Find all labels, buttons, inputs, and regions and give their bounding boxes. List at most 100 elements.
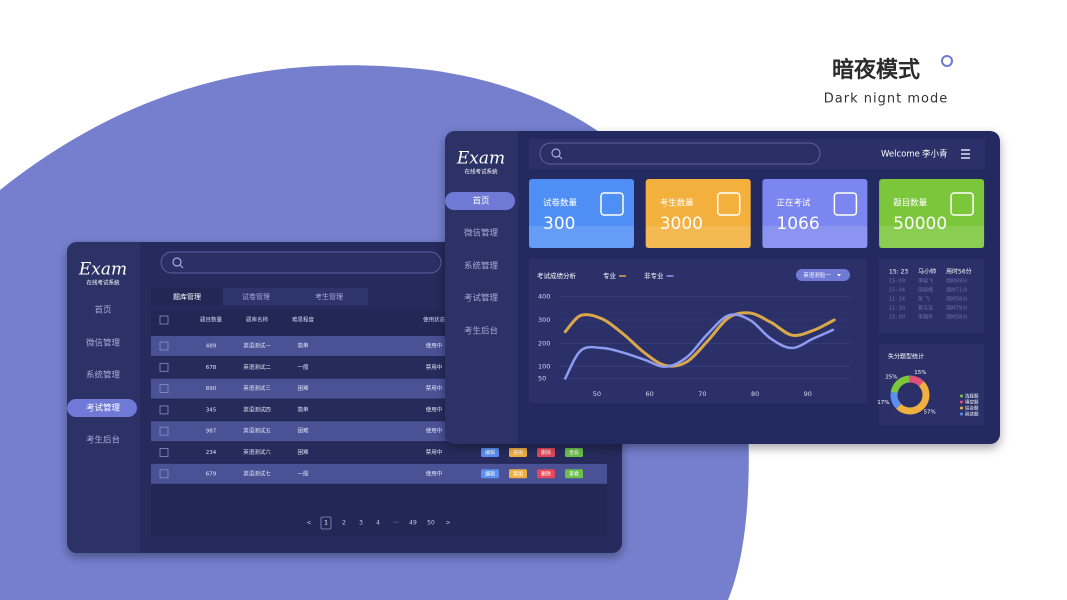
table-cell: 英语测试二: [243, 363, 271, 371]
action-button[interactable]: [509, 448, 527, 457]
nav-item[interactable]: 考试管理: [86, 403, 121, 414]
legend-swatch: [960, 406, 963, 410]
y-tick-label: 200: [538, 339, 550, 347]
action-label[interactable]: 禁用: [513, 471, 523, 477]
action-label[interactable]: 查看: [569, 470, 579, 477]
card-label: 题目数量: [893, 198, 928, 209]
donut-label: 15%: [914, 370, 926, 376]
card-shade: [529, 226, 634, 248]
card-label: 试卷数量: [543, 198, 578, 209]
page-link[interactable]: 4: [376, 520, 380, 527]
action-button[interactable]: [565, 448, 583, 457]
card-shade: [645, 226, 751, 248]
table-cell: 678: [206, 365, 217, 371]
table-cell: 英语测试七: [243, 469, 271, 477]
tab[interactable]: 试卷管理: [242, 292, 270, 301]
y-tick-label: 300: [538, 316, 550, 324]
nav-active: [67, 399, 137, 417]
search-box[interactable]: [539, 142, 821, 165]
card-shade: [762, 226, 868, 248]
card-value: 1066: [776, 214, 819, 234]
table-cell: 345: [206, 407, 217, 413]
stat-card: [529, 179, 634, 248]
nav-item[interactable]: 系统管理: [464, 261, 499, 272]
x-tick-label: 80: [751, 390, 759, 398]
nav-item[interactable]: 首页: [472, 196, 489, 207]
nav-item[interactable]: 考生后台: [464, 326, 498, 337]
action-button[interactable]: [481, 448, 499, 457]
action-button[interactable]: [537, 469, 555, 479]
tab[interactable]: 题库管理: [173, 292, 201, 301]
card-value: 3000: [660, 214, 703, 234]
action-label[interactable]: 编辑: [485, 470, 495, 477]
dropdown[interactable]: [796, 269, 850, 281]
schedule-cell: 李国华: [918, 314, 933, 321]
action-label[interactable]: 删除: [541, 470, 551, 477]
page-link[interactable]: 1: [324, 520, 328, 527]
schedule-cell: 用时71分: [946, 287, 967, 294]
tab[interactable]: 考生管理: [315, 292, 343, 301]
user-name: 李小青: [922, 149, 948, 160]
action-label[interactable]: 编辑: [485, 449, 495, 456]
action-label[interactable]: 删除: [541, 449, 551, 456]
checkbox[interactable]: [159, 426, 169, 436]
card-icon: [716, 192, 741, 216]
checkbox[interactable]: [159, 448, 169, 457]
search-icon: [179, 264, 184, 269]
page-link[interactable]: 3: [359, 520, 363, 527]
y-tick-label: 400: [538, 293, 550, 301]
search-icon: [558, 155, 563, 160]
search-box[interactable]: [160, 251, 442, 274]
card-icon: [600, 192, 624, 216]
page-link[interactable]: 50: [427, 520, 435, 527]
nav-item[interactable]: 系统管理: [86, 370, 121, 381]
schedule-cell: 15: 09: [889, 279, 905, 285]
checkbox[interactable]: [159, 341, 169, 351]
page-subtitle: Dark nignt mode: [824, 92, 948, 107]
table-cell: 使用中: [426, 427, 443, 435]
page-link[interactable]: <: [306, 520, 311, 527]
logo-subtitle: 在线考试系统: [464, 168, 498, 176]
x-tick-label: 50: [593, 390, 601, 398]
action-button[interactable]: [509, 469, 527, 479]
nav-item[interactable]: 首页: [94, 305, 111, 316]
checkbox[interactable]: [159, 405, 169, 415]
page-link[interactable]: ···: [393, 520, 399, 527]
schedule-cell: 15: 04: [889, 288, 905, 294]
donut-segment: [909, 375, 924, 387]
legend-swatch: [960, 412, 963, 416]
welcome: Welcome: [881, 150, 920, 160]
action-button[interactable]: [537, 448, 555, 457]
action-button[interactable]: [481, 469, 499, 479]
page-link[interactable]: >: [445, 520, 450, 527]
stat-card: [879, 179, 985, 248]
nav-item[interactable]: 微信管理: [86, 338, 121, 349]
dropdown-label[interactable]: 英语测验一: [803, 271, 831, 279]
page-title: 暗夜模式: [832, 57, 920, 83]
nav-item[interactable]: 考试管理: [464, 293, 499, 304]
schedule-cell: 黄玉玉: [918, 305, 933, 312]
table-cell: 890: [206, 386, 217, 392]
table-cell: 英语测试三: [243, 384, 271, 392]
card-icon: [833, 192, 858, 216]
table-row: [151, 463, 607, 484]
action-button[interactable]: [565, 469, 583, 479]
page-link[interactable]: 2: [342, 520, 346, 527]
checkbox[interactable]: [159, 315, 169, 325]
action-label[interactable]: 禁用: [513, 450, 523, 456]
table-cell: 英语测试六: [243, 448, 271, 456]
table-cell: 使用中: [426, 405, 443, 413]
stat-card: [645, 179, 751, 248]
checkbox[interactable]: [159, 362, 169, 372]
table-cell: 987: [206, 429, 217, 435]
action-label[interactable]: 查看: [569, 449, 579, 456]
nav-item[interactable]: 微信管理: [464, 228, 499, 239]
checkbox[interactable]: [159, 384, 169, 394]
schedule-cell: 用时79分: [946, 305, 967, 312]
page-link[interactable]: 49: [409, 520, 417, 527]
card-value: 50000: [893, 214, 947, 234]
checkbox[interactable]: [159, 469, 169, 479]
nav-item[interactable]: 考生后台: [86, 435, 120, 446]
dropdown-arrow: [837, 274, 841, 277]
